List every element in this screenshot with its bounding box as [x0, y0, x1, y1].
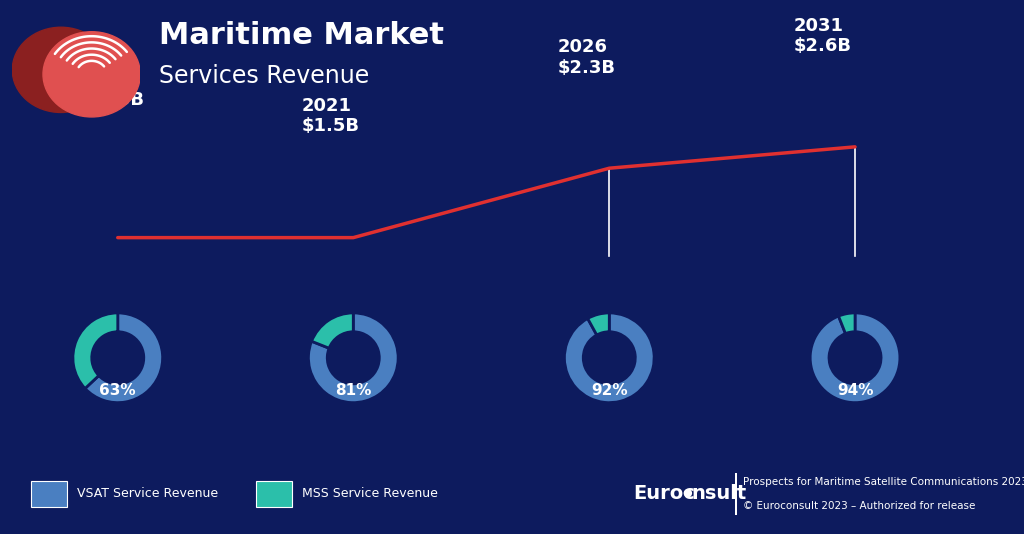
- FancyBboxPatch shape: [31, 481, 67, 507]
- Text: ●: ●: [682, 488, 692, 498]
- Text: Services Revenue: Services Revenue: [159, 64, 369, 88]
- Bar: [735, 473, 737, 515]
- Text: 81%: 81%: [335, 382, 372, 398]
- Text: Maritime Market: Maritime Market: [159, 21, 443, 50]
- Wedge shape: [564, 313, 654, 403]
- Wedge shape: [588, 313, 609, 335]
- Text: 2021: 2021: [302, 97, 352, 115]
- Wedge shape: [73, 313, 118, 389]
- Text: 92%: 92%: [591, 382, 628, 398]
- Text: 2031: 2031: [794, 17, 844, 35]
- Wedge shape: [839, 313, 855, 334]
- Text: 2016: 2016: [87, 70, 137, 88]
- Wedge shape: [308, 313, 398, 403]
- Text: $1.5B: $1.5B: [302, 117, 360, 136]
- Text: $2.6B: $2.6B: [794, 37, 852, 56]
- Text: 2026: 2026: [558, 38, 608, 56]
- Circle shape: [43, 32, 140, 117]
- Text: Euroc: Euroc: [633, 484, 694, 504]
- Text: MSS Service Revenue: MSS Service Revenue: [302, 488, 438, 500]
- FancyBboxPatch shape: [256, 481, 292, 507]
- Wedge shape: [85, 313, 163, 403]
- Text: $2.3B: $2.3B: [558, 59, 616, 77]
- Text: 63%: 63%: [99, 382, 136, 398]
- Wedge shape: [311, 313, 353, 348]
- Text: © Euroconsult 2023 – Authorized for release: © Euroconsult 2023 – Authorized for rele…: [743, 501, 976, 511]
- Circle shape: [12, 27, 110, 113]
- Text: nsult: nsult: [691, 484, 746, 504]
- Text: Prospects for Maritime Satellite Communications 2023: Prospects for Maritime Satellite Communi…: [743, 477, 1024, 487]
- Wedge shape: [810, 313, 900, 403]
- Text: VSAT Service Revenue: VSAT Service Revenue: [77, 488, 218, 500]
- Text: 94%: 94%: [837, 382, 873, 398]
- Text: $1.5B: $1.5B: [87, 91, 145, 109]
